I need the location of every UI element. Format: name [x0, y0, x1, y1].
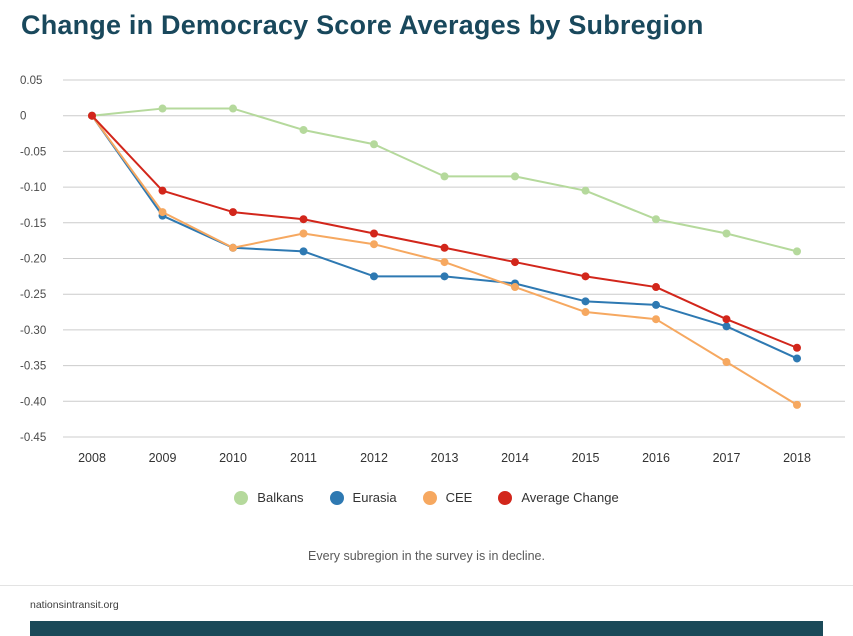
- series-point-balkans: [511, 172, 519, 181]
- y-tick-label: -0.15: [20, 218, 46, 230]
- x-tick-label: 2015: [572, 451, 600, 465]
- legend-label: CEE: [445, 490, 473, 505]
- y-tick-label: -0.30: [20, 325, 46, 337]
- series-point-average-change: [652, 283, 660, 292]
- chart-legend: Balkans Eurasia CEE Average Change: [0, 490, 853, 505]
- y-tick-label: 0.05: [20, 75, 42, 87]
- series-point-balkans: [722, 229, 731, 238]
- series-point-balkans: [229, 104, 237, 113]
- series-point-eurasia: [652, 300, 660, 309]
- footer-site-text: nationsintransit.org: [30, 599, 119, 611]
- series-point-balkans: [158, 104, 167, 113]
- series-point-cee: [440, 258, 449, 267]
- chart-caption: Every subregion in the survey is in decl…: [308, 549, 545, 563]
- series-point-cee: [511, 283, 519, 292]
- series-point-eurasia: [370, 272, 378, 281]
- series-point-cee: [158, 208, 167, 217]
- series-point-balkans: [581, 186, 590, 195]
- series-point-average-change: [299, 215, 308, 224]
- series-point-average-change: [581, 272, 590, 281]
- x-tick-label: 2011: [290, 451, 317, 465]
- series-point-balkans: [652, 215, 660, 224]
- y-tick-label: -0.05: [20, 146, 46, 158]
- x-tick-label: 2010: [219, 451, 247, 465]
- series-point-eurasia: [793, 354, 801, 363]
- series-point-cee: [652, 315, 660, 324]
- series-point-average-change: [158, 186, 167, 195]
- series-point-eurasia: [581, 297, 590, 306]
- footer-divider: [0, 585, 853, 586]
- series-point-balkans: [299, 125, 308, 134]
- series-point-cee: [370, 240, 378, 249]
- series-point-average-change: [440, 243, 449, 252]
- legend-dot-icon: [329, 490, 344, 505]
- series-point-eurasia: [440, 272, 449, 281]
- series-point-average-change: [229, 208, 237, 217]
- y-tick-label: -0.20: [20, 254, 46, 266]
- series-point-average-change: [370, 229, 378, 238]
- series-point-eurasia: [299, 247, 308, 256]
- legend-label: Average Change: [521, 490, 619, 505]
- democracy-score-chart: 0.05 0 -0.05 -0.10 -0.15 -0.20 -0.25 -0.30 -0.35…: [20, 75, 845, 465]
- series-point-balkans: [793, 247, 801, 256]
- series-point-cee: [581, 308, 590, 317]
- legend-item-average-change: Average Change: [498, 490, 619, 505]
- legend-label: Eurasia: [352, 490, 397, 505]
- series-point-cee: [793, 400, 801, 409]
- x-tick-label: 2018: [783, 451, 811, 465]
- series-point-cee: [722, 358, 731, 367]
- legend-dot-icon: [498, 490, 513, 505]
- series-point-cee: [229, 243, 237, 252]
- y-tick-label: -0.25: [20, 289, 46, 301]
- x-tick-label: 2009: [149, 451, 177, 465]
- series-point-cee: [299, 229, 308, 238]
- y-tick-label: -0.40: [20, 396, 46, 408]
- series-line-eurasia: [91, 114, 798, 360]
- series-point-balkans: [370, 140, 378, 149]
- legend-item-balkans: Balkans: [234, 490, 304, 505]
- page-title: Change in Democracy Score Averages by Su…: [21, 10, 704, 40]
- x-tick-label: 2014: [501, 451, 529, 465]
- legend-item-cee: CEE: [422, 490, 473, 505]
- footer-bar: [30, 621, 823, 636]
- series-point-average-change: [511, 258, 519, 267]
- series-point-eurasia: [722, 322, 731, 331]
- legend-label: Balkans: [257, 490, 304, 505]
- legend-item-eurasia: Eurasia: [329, 490, 397, 505]
- legend-dot-icon: [422, 490, 437, 505]
- y-tick-label: -0.45: [20, 432, 46, 444]
- x-tick-label: 2017: [713, 451, 741, 465]
- y-tick-label: 0: [20, 111, 26, 123]
- legend-dot-icon: [234, 490, 249, 505]
- x-tick-label: 2012: [360, 451, 388, 465]
- series-point-balkans: [440, 172, 449, 181]
- series-point-average-change: [722, 315, 731, 324]
- x-tick-label: 2016: [642, 451, 670, 465]
- y-tick-label: -0.10: [20, 182, 46, 194]
- series-point-average-change: [793, 343, 801, 352]
- x-tick-label: 2008: [78, 451, 106, 465]
- series-point-average-change: [88, 111, 96, 120]
- x-tick-label: 2013: [431, 451, 459, 465]
- y-tick-label: -0.35: [20, 361, 46, 373]
